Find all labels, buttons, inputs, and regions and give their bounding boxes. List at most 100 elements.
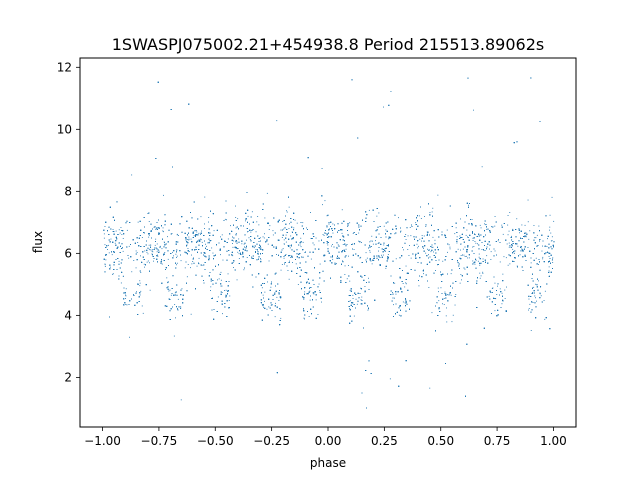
data-point [332, 223, 334, 225]
data-point [188, 251, 190, 252]
data-point [347, 226, 349, 227]
data-point [304, 291, 306, 293]
data-point [136, 291, 137, 293]
data-point [103, 237, 105, 239]
data-point [548, 256, 550, 257]
data-point [409, 227, 411, 228]
data-point [188, 236, 190, 238]
data-point [533, 286, 535, 288]
data-point [477, 260, 479, 262]
data-point [170, 294, 172, 296]
data-point [171, 233, 173, 234]
data-point [352, 294, 354, 296]
data-point [538, 280, 539, 282]
data-point [192, 261, 194, 262]
data-point [204, 223, 205, 225]
data-point [156, 243, 158, 245]
data-point [460, 255, 462, 256]
data-point [176, 233, 178, 235]
data-point [551, 236, 553, 238]
data-points [103, 77, 555, 409]
data-point [347, 234, 349, 236]
data-point [293, 227, 295, 229]
data-point [525, 236, 527, 238]
data-point [156, 228, 158, 230]
data-point [353, 315, 355, 317]
data-point [187, 264, 189, 265]
data-point [437, 194, 439, 196]
data-point [503, 256, 505, 258]
data-point [494, 216, 496, 217]
data-point [282, 221, 284, 222]
data-point [475, 259, 477, 261]
data-point [143, 232, 145, 234]
data-point [269, 225, 271, 227]
data-point [153, 226, 155, 228]
data-point [121, 234, 123, 235]
data-point [128, 257, 130, 259]
data-point [191, 263, 193, 265]
data-point [276, 296, 278, 298]
data-point [394, 297, 395, 299]
data-point [287, 270, 289, 271]
data-point [473, 246, 475, 247]
data-point [532, 302, 534, 303]
data-point [353, 249, 355, 250]
data-point [111, 254, 113, 256]
data-point [228, 300, 230, 301]
data-point [149, 249, 151, 251]
data-point [317, 314, 319, 315]
data-point [147, 260, 149, 262]
data-point [256, 221, 258, 223]
data-point [288, 206, 290, 208]
data-point [549, 226, 551, 228]
data-point [489, 248, 490, 250]
data-point [516, 218, 518, 220]
data-point [122, 247, 123, 248]
data-point [545, 245, 547, 247]
data-point [131, 271, 133, 273]
data-point [283, 228, 285, 230]
data-point [252, 229, 254, 230]
data-point [482, 271, 484, 273]
data-point [186, 276, 188, 278]
data-point [315, 237, 317, 239]
data-point [212, 252, 214, 254]
data-point [247, 215, 249, 217]
data-point [457, 248, 459, 250]
data-point [452, 314, 454, 316]
data-point [442, 303, 443, 305]
data-point [140, 272, 142, 273]
data-point [263, 306, 264, 308]
data-point [361, 303, 363, 305]
data-point [332, 232, 334, 234]
data-point [246, 257, 248, 258]
data-point [360, 299, 362, 301]
data-point [368, 209, 370, 211]
data-point [468, 204, 469, 206]
data-point [142, 312, 144, 314]
data-point [118, 234, 120, 235]
data-point [494, 225, 496, 227]
data-point [492, 287, 494, 289]
data-point [151, 253, 153, 255]
data-point [472, 237, 474, 239]
data-point [222, 259, 224, 261]
data-point [541, 250, 543, 252]
data-point [371, 235, 373, 237]
data-point [245, 220, 246, 222]
data-point [349, 289, 351, 291]
data-point [232, 262, 234, 263]
data-point [163, 241, 165, 243]
data-point [474, 234, 476, 236]
data-point [522, 249, 524, 251]
data-point [140, 255, 141, 257]
data-point [125, 295, 127, 297]
data-point [534, 237, 536, 239]
data-point [158, 250, 160, 252]
data-point [217, 296, 219, 298]
data-point [173, 335, 175, 337]
data-point [327, 242, 328, 244]
data-point [159, 245, 161, 247]
data-point [407, 249, 409, 250]
